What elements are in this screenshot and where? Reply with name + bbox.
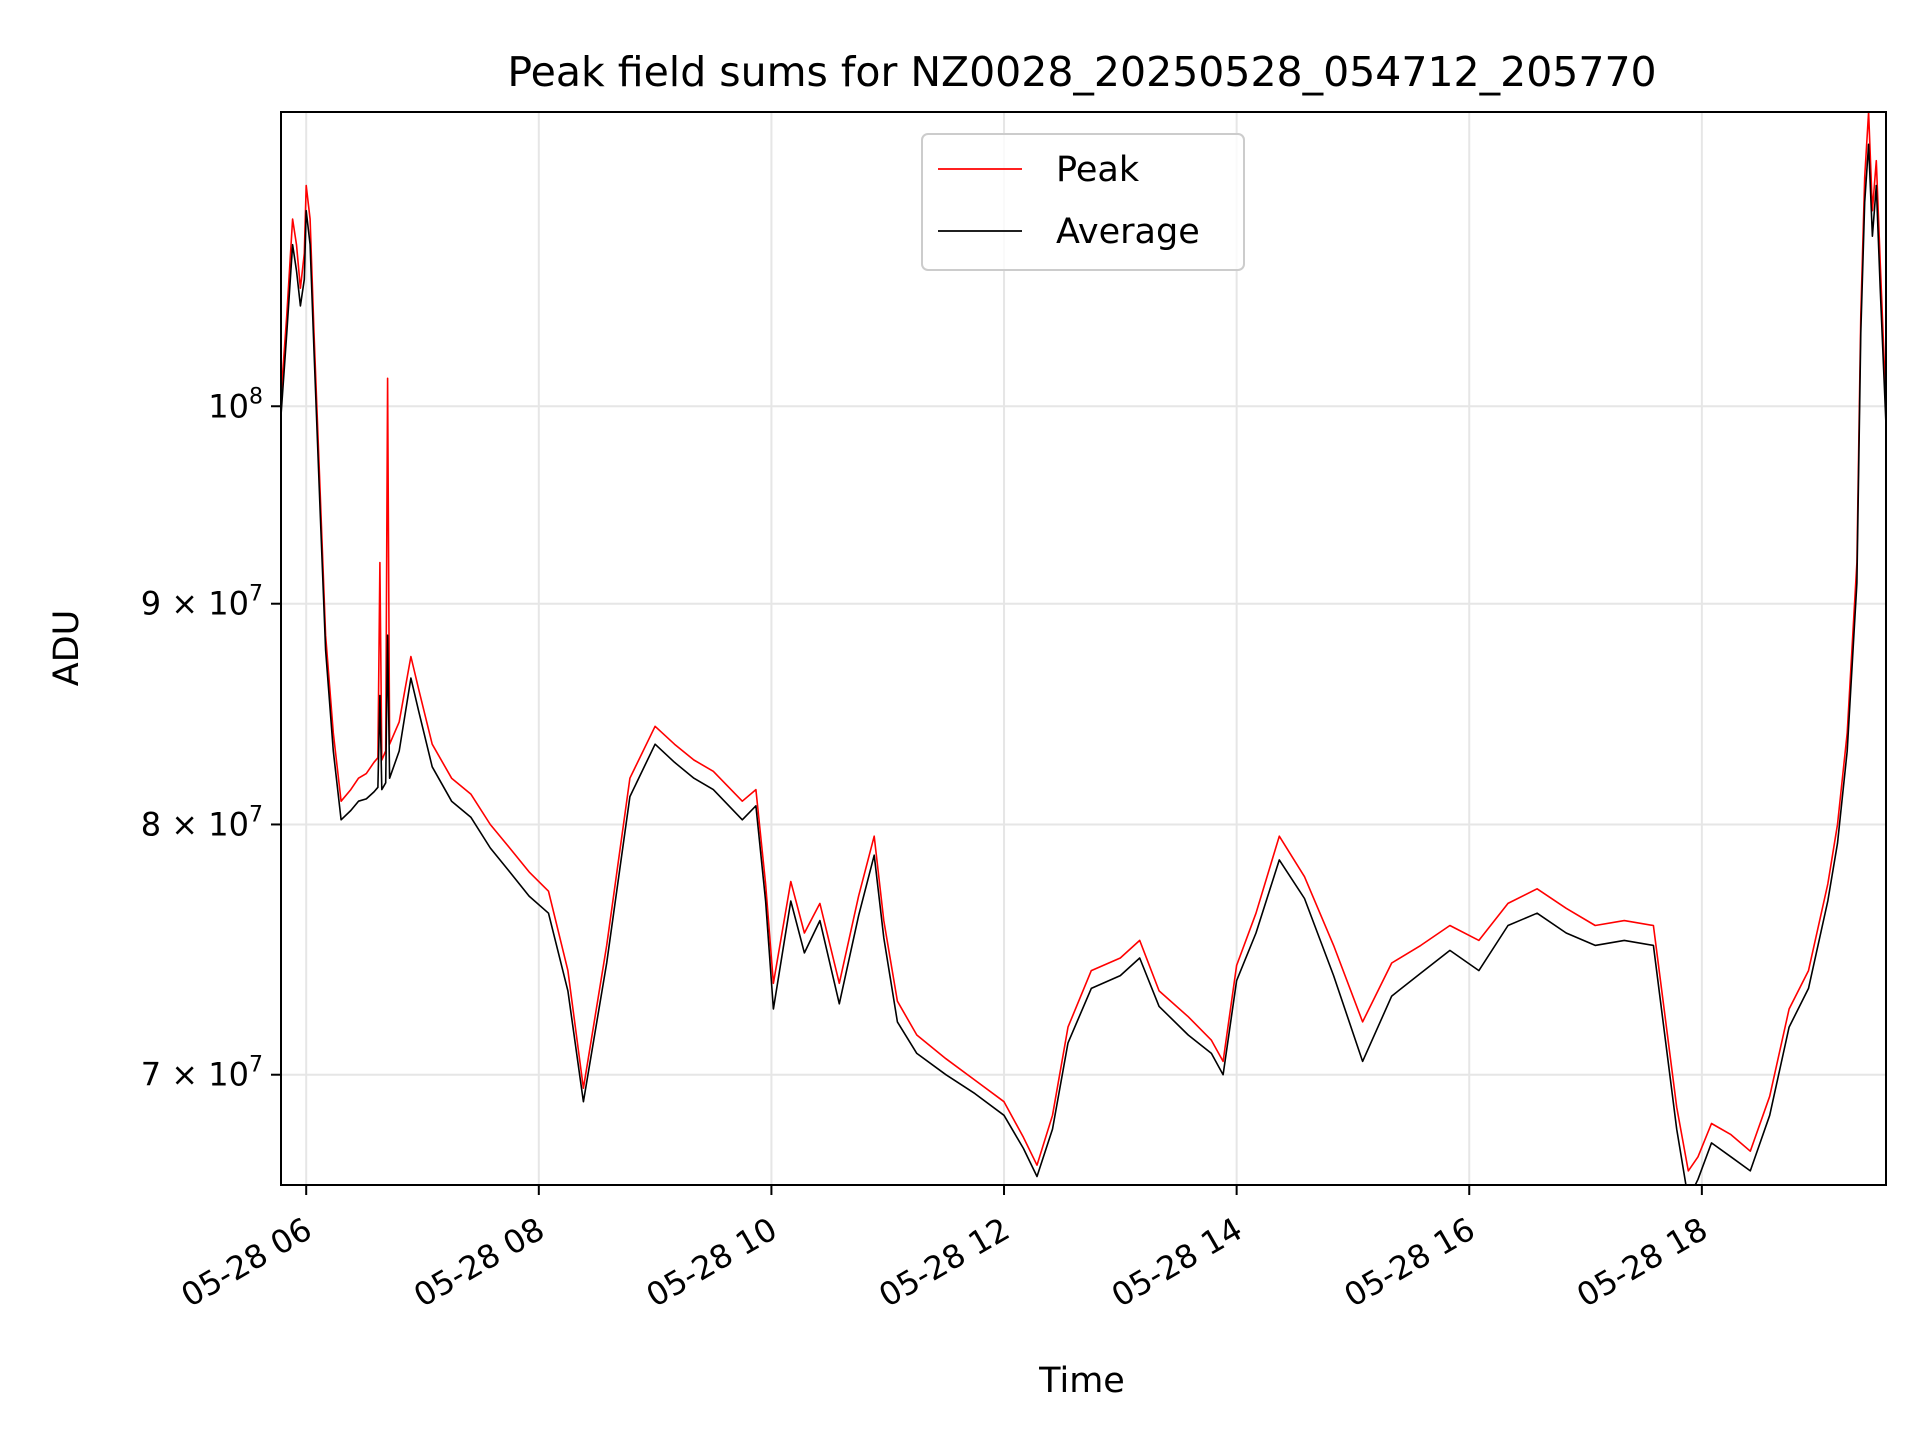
- series-layer: [281, 112, 1886, 1185]
- legend-peak-label: Peak: [1056, 150, 1140, 190]
- y-tick-label: 7 × 107: [141, 1053, 263, 1094]
- series-line-peak: [281, 112, 1886, 1172]
- plot-area: [281, 112, 1886, 1185]
- plot-frame: [280, 111, 1887, 1186]
- legend-box: [921, 133, 1245, 271]
- y-tick-label: 8 × 107: [141, 802, 263, 843]
- x-axis-label: Time: [1038, 1361, 1125, 1401]
- series-line-average: [281, 143, 1886, 1185]
- grid: [281, 112, 1886, 1185]
- y-axis-ticks: 7 × 107 8 × 107 9 × 107 108: [141, 384, 281, 1094]
- legend-average-label: Average: [1056, 212, 1200, 252]
- chart-title: Peak field sums for NZ0028_20250528_0547…: [507, 48, 1656, 96]
- y-tick-label: 108: [208, 384, 263, 425]
- y-axis-label: ADU: [47, 610, 87, 687]
- y-tick-label: 9 × 107: [141, 582, 263, 623]
- legend: Peak Average: [921, 133, 1245, 271]
